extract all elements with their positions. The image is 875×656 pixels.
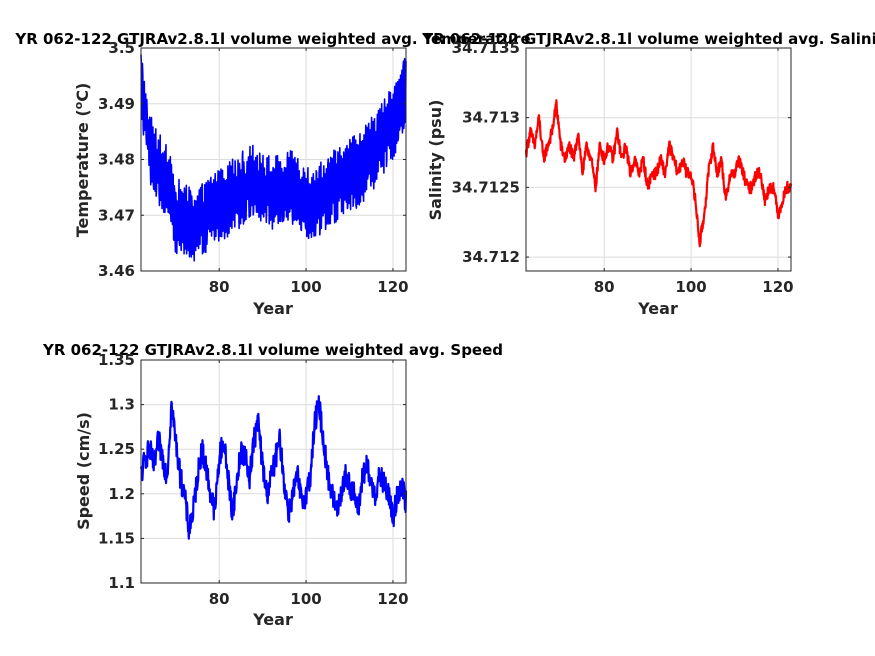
temperature-ylabel: Temperature (oC)	[72, 83, 92, 238]
temperature-ytick-label: 3.48	[98, 151, 135, 169]
temperature-ylabel-superscript: o	[72, 101, 85, 109]
speed-xtick-label: 80	[209, 590, 230, 608]
speed-series-line	[139, 395, 408, 540]
salinity-xtick-label: 100	[675, 278, 706, 296]
speed-xtick-label: 100	[290, 590, 321, 608]
speed-xlabel: Year	[252, 610, 293, 629]
salinity-ytick-label: 34.7125	[452, 178, 520, 196]
salinity-plot: YR 062-122 GTJRAv2.8.1l volume weighted …	[421, 30, 875, 318]
salinity-plot-title: YR 062-122 GTJRAv2.8.1l volume weighted …	[421, 30, 875, 48]
speed-ylabel: Speed (cm/s)	[74, 412, 93, 530]
temperature-xtick-label: 80	[209, 278, 230, 296]
salinity-series-line	[524, 99, 793, 248]
salinity-axes-frame	[525, 47, 792, 272]
temperature-series-line	[140, 54, 407, 262]
temperature-plot: YR 062-122 GTJRAv2.8.1l volume weighted …	[14, 30, 530, 318]
speed-xtick-label: 120	[377, 590, 408, 608]
salinity-xtick-label: 120	[762, 278, 793, 296]
temperature-xtick-label: 120	[377, 278, 408, 296]
salinity-ytick-label: 34.7135	[452, 39, 520, 57]
temperature-data-line	[140, 54, 407, 262]
temperature-ytick-label: 3.49	[98, 95, 135, 113]
speed-plot: YR 062-122 GTJRAv2.8.1l volume weighted …	[42, 341, 503, 629]
temperature-ylabel-unit: C)	[73, 83, 92, 102]
speed-ytick-label: 1.35	[98, 351, 135, 369]
temperature-xlabel: Year	[252, 299, 293, 318]
temperature-plot-title: YR 062-122 GTJRAv2.8.1l volume weighted …	[14, 30, 530, 48]
temperature-ytick-label: 3.5	[108, 39, 135, 57]
speed-plot-title: YR 062-122 GTJRAv2.8.1l volume weighted …	[42, 341, 503, 359]
speed-axes-frame	[140, 359, 407, 584]
temperature-ytick-label: 3.47	[98, 206, 135, 224]
temperature-ylabel-main: Temperature (	[73, 109, 92, 237]
salinity-data-line	[524, 99, 793, 248]
temperature-xtick-label: 100	[290, 278, 321, 296]
speed-ytick-label: 1.1	[108, 574, 135, 592]
speed-ytick-label: 1.3	[108, 396, 135, 414]
speed-data-line	[139, 395, 408, 540]
speed-ytick-label: 1.15	[98, 529, 135, 547]
salinity-ylabel: Salinity (psu)	[426, 100, 445, 221]
speed-ytick-label: 1.2	[108, 485, 135, 503]
salinity-xtick-label: 80	[594, 278, 615, 296]
salinity-ytick-label: 34.713	[462, 109, 520, 127]
speed-ytick-label: 1.25	[98, 440, 135, 458]
temperature-ytick-label: 3.46	[98, 262, 135, 280]
salinity-ytick-label: 34.712	[462, 248, 520, 266]
salinity-xlabel: Year	[637, 299, 678, 318]
